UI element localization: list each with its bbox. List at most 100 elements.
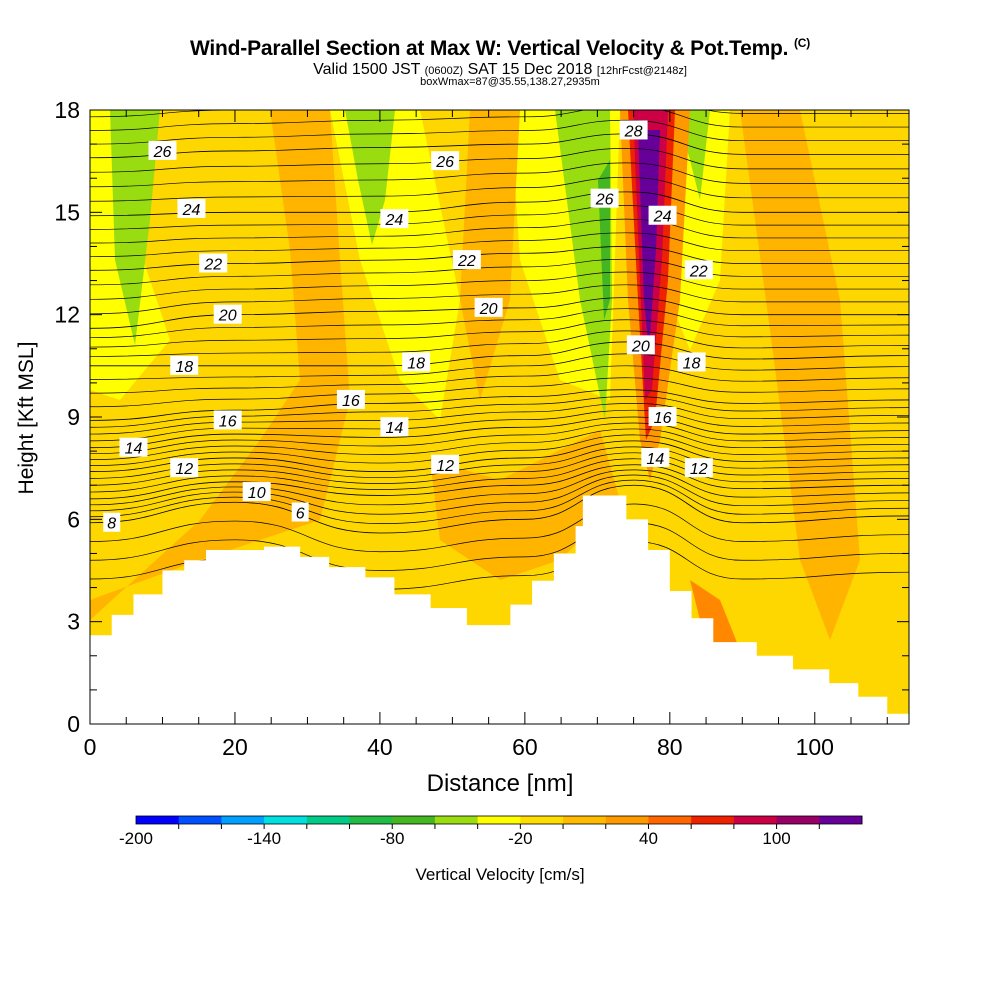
colorbar-swatch — [136, 816, 180, 824]
theta-contour — [90, 503, 909, 553]
theta-contour — [90, 110, 909, 131]
contour-label: 26 — [148, 140, 177, 161]
contour-label: 16 — [213, 410, 242, 430]
contour-label: 22 — [452, 250, 481, 270]
theta-contour — [90, 246, 909, 271]
plume-purple — [638, 130, 660, 350]
y-tick-label: 12 — [54, 302, 80, 328]
theta-contour — [90, 474, 909, 515]
contour-label-box — [103, 512, 121, 532]
contour-label: 10 — [242, 482, 271, 502]
colorbar-tick-label: -140 — [247, 829, 281, 848]
contour-label: 26 — [431, 151, 460, 171]
contour-label-text: 20 — [218, 308, 237, 325]
theta-contour — [90, 422, 909, 455]
x-tick-label: 60 — [512, 734, 538, 760]
contour-label-box — [380, 417, 409, 437]
contour-label-box — [474, 297, 503, 317]
contour-label-box — [590, 188, 619, 208]
contour-label-box — [452, 250, 481, 270]
contour-label-box — [380, 209, 409, 229]
x-tick-label: 100 — [796, 734, 834, 760]
contour-label-text: 24 — [385, 212, 404, 229]
x-axis-label: Distance [nm] — [427, 770, 574, 797]
contour-label: 14 — [119, 437, 148, 458]
contour-label-text: 6 — [296, 506, 305, 523]
contour-label-box — [148, 140, 177, 160]
band-orange-lower — [430, 430, 620, 580]
contour-label-text: 18 — [407, 355, 425, 372]
contour-label: 14 — [380, 417, 409, 437]
contour-label-text: 14 — [386, 420, 404, 437]
theta-contour — [90, 479, 909, 524]
contour-labels: 8 10 12 14 16 18 20 22 24 26 6 12 14 16 18 20 22 24 26 26 28… — [103, 120, 713, 533]
contour-label: 12 — [684, 458, 713, 478]
contour-label: 24 — [177, 198, 206, 219]
colorbar-label: Vertical Velocity [cm/s] — [415, 865, 584, 884]
colorbar-swatch — [349, 816, 393, 824]
subtitle-valid: Valid 1500 JST — [313, 61, 421, 78]
theta-contour — [90, 162, 909, 188]
contour-label: 14 — [641, 447, 670, 468]
contour-label: 24 — [648, 205, 677, 226]
subtitle-forecast: [12hrFcst@2148z] — [596, 65, 687, 77]
colorbar-tick-label: -80 — [380, 829, 405, 848]
band-orange-mid — [460, 110, 520, 400]
theta-contour — [90, 133, 909, 159]
theta-contour — [90, 469, 909, 506]
theta-contour — [90, 446, 909, 479]
contour-label-text: 16 — [219, 413, 237, 430]
y-tick-label: 18 — [54, 97, 80, 123]
theta-contour — [90, 177, 909, 202]
colorbar-swatch — [520, 816, 564, 824]
colorbar-swatch — [691, 816, 735, 824]
contour-label-box — [641, 447, 670, 467]
contour-label-text: 28 — [624, 123, 643, 140]
theta-contour — [90, 341, 909, 367]
colorbar-tick-label: 100 — [762, 829, 790, 848]
y-axis: 0 3 6 9 12 15 18 — [54, 97, 909, 737]
theta-contour — [90, 389, 909, 421]
contour-label-box — [684, 260, 713, 280]
contour-label-box — [677, 352, 706, 372]
contour-label-text: 8 — [107, 516, 116, 533]
colorbar-swatch — [776, 816, 820, 824]
contour-label-box — [648, 205, 677, 225]
contour-label-text: 20 — [479, 301, 498, 318]
colorbar-swatch — [477, 816, 521, 824]
contour-label-box — [431, 454, 460, 474]
contour-label: 28 — [619, 120, 648, 140]
contour-label: 12 — [170, 458, 199, 478]
contour-label-box — [431, 151, 460, 171]
contour-label-text: 12 — [436, 458, 454, 475]
x-tick-label: 0 — [84, 734, 97, 760]
chart-title: Wind-Parallel Section at Max W: Vertical… — [189, 36, 811, 60]
contour-label-box — [684, 458, 713, 478]
contour-label-text: 14 — [646, 451, 664, 468]
contour-label: 26 — [590, 188, 619, 209]
contour-label-text: 22 — [689, 263, 708, 280]
band-orange-left — [90, 110, 350, 620]
y-axis-label: Height [Kft MSL] — [15, 342, 38, 495]
colorbar-swatch — [221, 816, 265, 824]
contour-label-text: 18 — [175, 359, 193, 376]
theta-contour — [90, 365, 909, 394]
theta-contour — [90, 440, 909, 472]
theta-contour — [90, 148, 909, 173]
theta-contour — [90, 258, 909, 286]
x-tick-label: 80 — [657, 734, 683, 760]
colorbar-swatch — [605, 816, 649, 824]
terrain — [90, 495, 909, 724]
contour-label: 16 — [648, 407, 677, 427]
subtitle-date: SAT 15 Dec 2018 — [467, 61, 593, 78]
contour-label-text: 22 — [457, 253, 476, 270]
contour-label-text: 26 — [595, 192, 614, 209]
colorbar: -200 -140 -80 -20 40 100 — [119, 815, 863, 848]
colorbar-swatch — [306, 816, 351, 824]
colorbar-swatch — [819, 816, 863, 824]
title-mark: (C) — [793, 36, 811, 50]
theta-contour — [90, 452, 909, 486]
theta-contour — [90, 458, 909, 493]
contour-label-box — [170, 355, 199, 375]
